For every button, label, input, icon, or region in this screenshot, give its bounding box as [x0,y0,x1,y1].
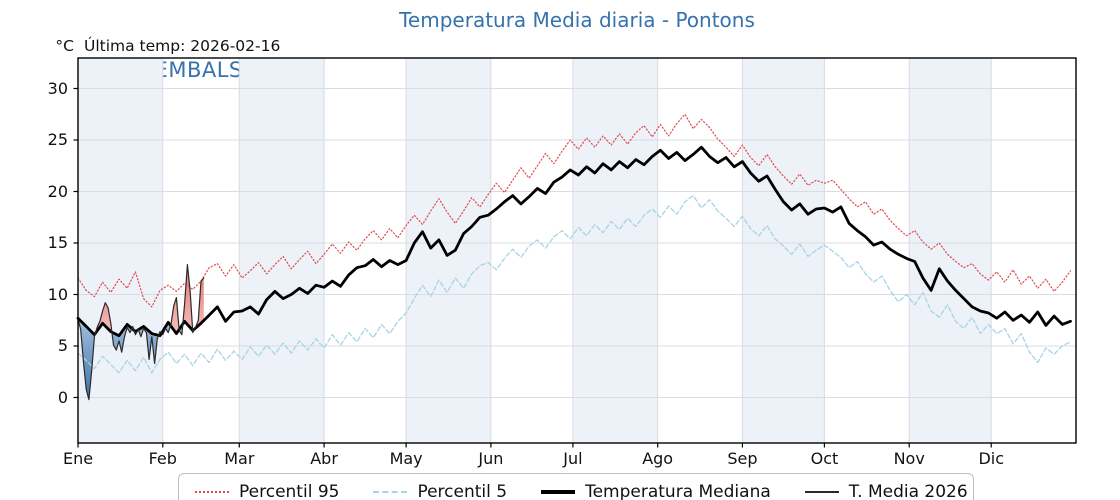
legend-label: T. Media 2026 [848,482,968,500]
y-axis-unit-label: °C [55,37,74,55]
month-band [909,58,992,443]
y-tick-label: 5 [57,336,68,355]
dotted-line-marker-icon [195,491,229,493]
y-tick-label: 25 [47,130,68,149]
y-tick-label: 0 [57,387,68,407]
legend-label: Percentil 5 [417,482,508,500]
month-band [406,58,491,443]
x-tick-label: Ago [642,449,674,468]
legend-item-t2026: T. Media 2026 [804,482,968,500]
plot-border [77,57,1077,444]
series-percentil5 [77,194,1072,374]
x-tick-label: Nov [893,449,925,468]
series-t-media-2026 [77,264,205,401]
legend-item-percentil5: Percentil 5 [373,482,507,500]
fill-below-median [78,318,96,400]
month-band [78,58,163,443]
thick-line-marker-icon [541,490,576,494]
x-tick-label: Jul [563,449,583,468]
y-tick-label: 20 [47,181,68,201]
y-tick-label: 10 [47,284,68,304]
fill-above-median [183,264,193,332]
x-tick-label: Mar [224,449,255,468]
month-band [239,58,325,443]
thin-line-marker-icon [804,491,839,493]
series-percentil95 [77,113,1072,308]
series-mediana [76,145,1072,338]
x-tick-label: Feb [148,449,177,468]
x-tick-label: Ene [62,449,94,468]
month-band [572,58,658,443]
legend-label: Temperatura Mediana [585,482,771,500]
y-tick-label: 15 [47,233,68,252]
legend-item-mediana: Temperatura Mediana [541,482,771,500]
x-tick-label: Jun [478,449,504,468]
x-tick-label: May [389,449,423,468]
last-temp-label: Última temp: 2026-02-16 [84,37,281,55]
y-tick-label: 30 [47,78,68,98]
x-tick-label: Abr [310,449,338,468]
x-tick-label: Oct [810,449,839,468]
dashed-line-marker-icon [373,491,408,493]
chart-title: Temperatura Media diaria - Pontons [399,8,755,32]
legend-label: Percentil 95 [239,482,340,500]
legend: Percentil 95 Percentil 5 Temperatura Med… [178,473,974,500]
x-tick-label: Sep [727,449,758,468]
month-band [742,58,825,443]
legend-item-percentil95: Percentil 95 [195,482,339,500]
fill-above-median [195,278,204,329]
x-tick-label: Dic [978,449,1005,468]
